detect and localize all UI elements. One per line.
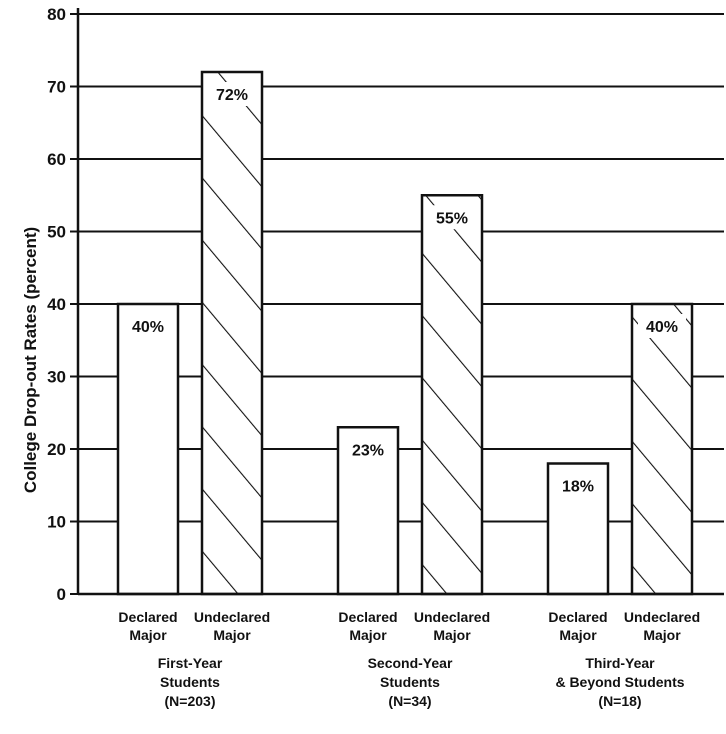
bar-category-label: Major <box>129 627 167 643</box>
bar-data-label: 55% <box>436 210 468 227</box>
bar-data-label: 23% <box>352 442 384 459</box>
bar-category-label: Undeclared <box>414 609 490 625</box>
bar-declared <box>546 462 610 596</box>
bar-data-label: 40% <box>132 319 164 336</box>
labels: 0 10 20 30 40 50 60 70 80 40% Declared Major 72% Unde… <box>47 5 700 709</box>
bar-data-label: 40% <box>646 319 678 336</box>
y-tick-label: 0 <box>57 585 66 604</box>
bar-data-label: 72% <box>216 87 248 104</box>
bar-data-label: 18% <box>562 479 594 496</box>
y-tick-label: 80 <box>47 5 66 24</box>
group-label: (N=18) <box>598 693 641 709</box>
y-tick-label: 10 <box>47 513 66 532</box>
group-label: & Beyond Students <box>555 674 684 690</box>
group-label: (N=34) <box>388 693 431 709</box>
bar-category-label: Major <box>349 627 387 643</box>
y-axis-label: College Drop-out Rates (percent) <box>21 227 40 493</box>
bar-category-label: Major <box>213 627 251 643</box>
group-label: Third-Year <box>585 655 655 671</box>
bar-hatch <box>422 195 482 594</box>
group-label: Students <box>160 674 220 690</box>
y-tick-label: 60 <box>47 150 66 169</box>
bar-label-backdrop <box>638 314 686 338</box>
bar-declared <box>336 426 400 596</box>
bar-category-label: Major <box>559 627 597 643</box>
bar-category-label: Declared <box>338 609 397 625</box>
y-tick-label: 30 <box>47 368 66 387</box>
group-label: (N=203) <box>165 693 216 709</box>
bar-category-label: Undeclared <box>194 609 270 625</box>
y-tick-label: 70 <box>47 78 66 97</box>
bar-category-label: Declared <box>548 609 607 625</box>
y-tick-label: 20 <box>47 440 66 459</box>
bar-category-label: Undeclared <box>624 609 700 625</box>
bar-label-backdrop <box>208 82 256 106</box>
gridlines <box>78 13 724 523</box>
group-label: Second-Year <box>368 655 453 671</box>
bar-category-label: Declared <box>118 609 177 625</box>
group-label: Students <box>380 674 440 690</box>
bar-declared <box>116 302 180 596</box>
y-tick-label: 40 <box>47 295 66 314</box>
bars <box>116 70 694 596</box>
bar-hatch <box>632 304 692 594</box>
axes <box>70 8 724 596</box>
group-label: First-Year <box>158 655 223 671</box>
bar-hatch <box>202 72 262 594</box>
bar-category-label: Major <box>433 627 471 643</box>
bar-category-label: Major <box>643 627 681 643</box>
bar-label-backdrop <box>428 205 476 230</box>
y-tick-label: 50 <box>47 223 66 242</box>
